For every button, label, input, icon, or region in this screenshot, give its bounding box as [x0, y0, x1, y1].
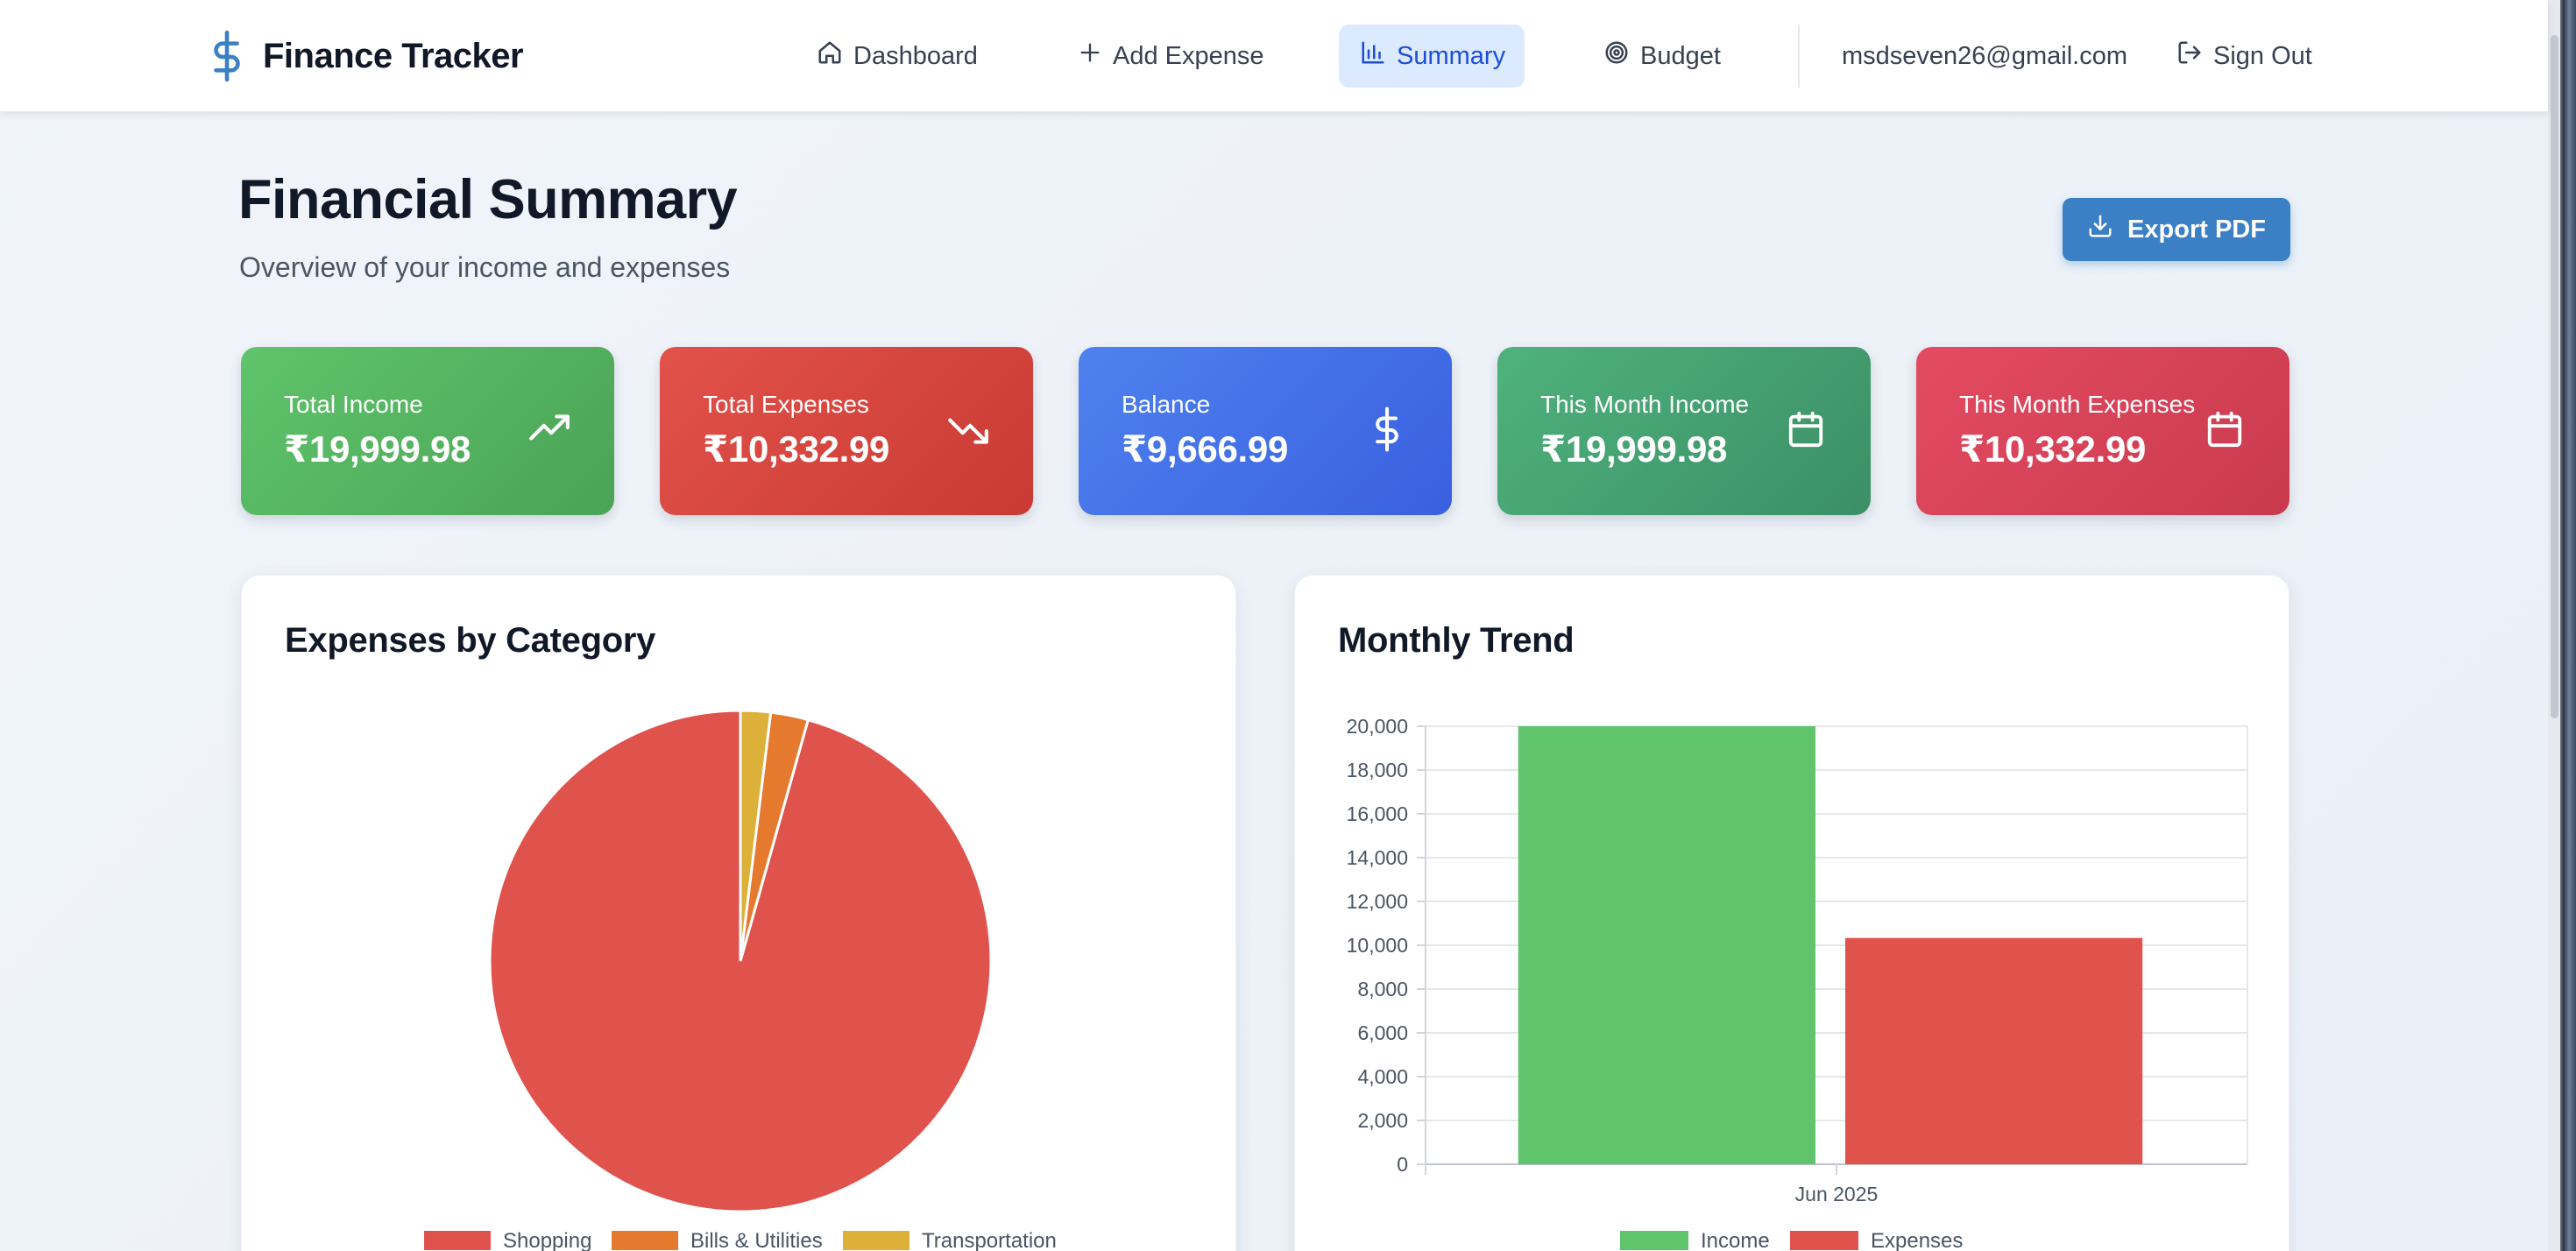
stat-value: ₹10,332.99 [703, 428, 890, 470]
logout-icon [2176, 39, 2213, 73]
dollar-icon [207, 29, 247, 83]
bar-chart-icon [1360, 39, 1397, 73]
plus-icon [1078, 40, 1113, 72]
stat-card-total-income: Total Income ₹19,999.98 [241, 347, 614, 515]
legend-swatch [612, 1231, 678, 1250]
user-email: msdseven26@gmail.com [1842, 41, 2128, 70]
export-pdf-label: Export PDF [2127, 215, 2266, 244]
calendar-icon [2200, 405, 2249, 454]
legend-label[interactable]: Transportation [922, 1229, 1057, 1251]
legend-label[interactable]: Expenses [1871, 1229, 1963, 1251]
stat-value: ₹19,999.98 [1540, 428, 1728, 470]
brand-title: Finance Tracker [263, 36, 524, 75]
y-tick-label: 14,000 [1347, 846, 1408, 869]
nav-dashboard-label: Dashboard [853, 41, 978, 70]
legend-label[interactable]: Bills & Utilities [690, 1229, 823, 1251]
calendar-icon [1781, 405, 1830, 454]
y-tick-label: 20,000 [1347, 715, 1408, 738]
trending-down-icon [944, 405, 993, 454]
target-icon [1603, 39, 1640, 73]
bar-income[interactable] [1518, 726, 1815, 1164]
stat-card-balance: Balance ₹9,666.99 [1079, 347, 1452, 515]
stat-value: ₹10,332.99 [1959, 428, 2147, 470]
nav-summary[interactable]: Summary [1339, 25, 1525, 88]
stat-value: ₹19,999.98 [284, 428, 471, 470]
bar-expenses[interactable] [1845, 937, 2143, 1164]
y-tick-label: 8,000 [1357, 978, 1408, 1000]
home-icon [817, 39, 853, 73]
sign-out-button[interactable]: Sign Out [2155, 25, 2333, 88]
export-pdf-button[interactable]: Export PDF [2063, 198, 2290, 261]
dollar-icon [1362, 405, 1412, 454]
stat-card-month-expenses: This Month Expenses ₹10,332.99 [1916, 347, 2289, 515]
panel-title: Monthly Trend [1338, 621, 1575, 660]
nav-add-expense[interactable]: Add Expense [1057, 25, 1285, 88]
bar-chart: 0 2,000 4,000 6,000 8,000 10,000 12,000 14,000 1… [1347, 715, 2248, 1251]
stat-label: This Month Expenses [1959, 391, 2196, 418]
stat-card-total-expenses: Total Expenses ₹10,332.99 [660, 347, 1033, 515]
y-tick-label: 0 [1397, 1153, 1408, 1176]
y-tick-label: 12,000 [1347, 890, 1408, 913]
stat-label: This Month Income [1540, 391, 1750, 418]
page-title: Financial Summary [238, 169, 738, 230]
download-icon [2087, 213, 2127, 246]
brand[interactable]: Finance Tracker [207, 26, 524, 86]
x-tick-label: Jun 2025 [1795, 1183, 1879, 1205]
y-tick-label: 4,000 [1357, 1065, 1408, 1088]
legend-label[interactable]: Shopping [503, 1229, 591, 1251]
y-tick-label: 16,000 [1347, 802, 1408, 825]
nav-add-expense-label: Add Expense [1113, 41, 1264, 70]
stat-label: Total Expenses [703, 391, 869, 418]
top-navbar: Finance Tracker Dashboard Add Expense Su… [0, 0, 2548, 112]
legend-swatch [843, 1231, 909, 1250]
page-subtitle: Overview of your income and expenses [239, 251, 731, 283]
legend-swatch [1620, 1231, 1688, 1250]
pie-slice-transportation[interactable] [739, 709, 773, 962]
legend-swatch [1790, 1231, 1858, 1250]
stat-card-month-income: This Month Income ₹19,999.98 [1497, 347, 1871, 515]
legend-label[interactable]: Income [1701, 1229, 1770, 1251]
scrollbar-thumb[interactable] [2551, 35, 2558, 718]
monthly-trend-panel: Monthly Trend 0 2,000 4,000 6,000 8,000 10,00… [1294, 575, 2289, 1251]
nav-budget[interactable]: Budget [1582, 25, 1742, 88]
y-tick-label: 2,000 [1357, 1109, 1408, 1132]
y-tick-label: 18,000 [1347, 759, 1408, 781]
expenses-by-category-panel: Expenses by Category Shopping Bills & Uti… [241, 575, 1236, 1251]
y-tick-label: 6,000 [1357, 1021, 1408, 1044]
y-tick-label: 10,000 [1347, 934, 1408, 957]
pie-chart: Shopping Bills & Utilities Transportation [424, 709, 1057, 1251]
stat-value: ₹9,666.99 [1122, 428, 1289, 470]
nav-budget-label: Budget [1640, 41, 1721, 70]
sign-out-label: Sign Out [2213, 41, 2312, 70]
panel-title: Expenses by Category [285, 621, 656, 660]
nav-dashboard[interactable]: Dashboard [796, 25, 999, 88]
legend-swatch [424, 1231, 491, 1250]
nav-summary-label: Summary [1397, 41, 1506, 70]
stat-label: Balance [1122, 391, 1211, 418]
nav-divider [1798, 25, 1800, 88]
stat-label: Total Income [284, 391, 423, 418]
trending-up-icon [525, 405, 574, 454]
